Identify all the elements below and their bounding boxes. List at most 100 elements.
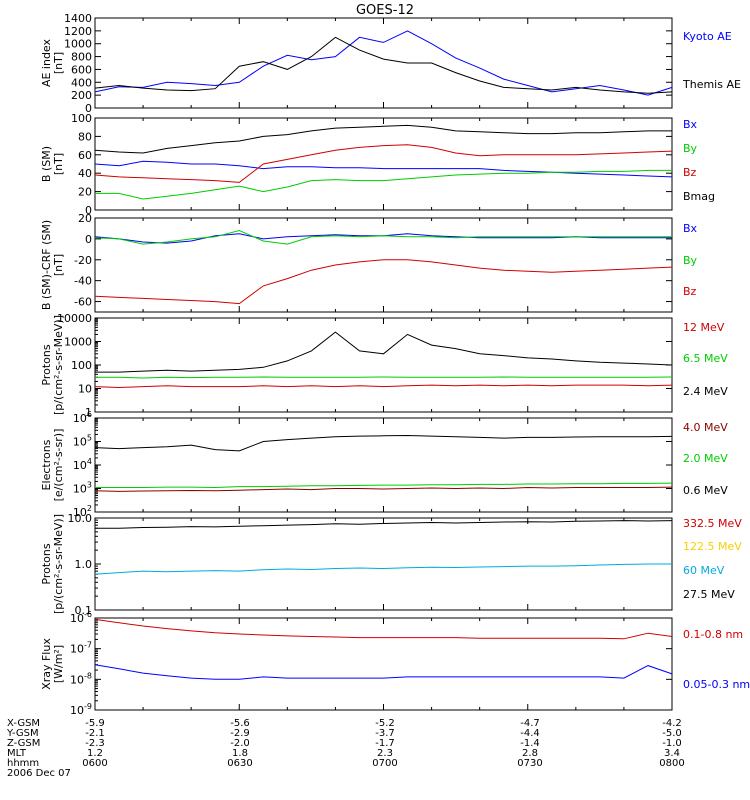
footer-value: 0730: [517, 758, 542, 769]
panel-frame: [94, 317, 673, 413]
series-line-60-mev: [94, 563, 672, 575]
y-axis-label: [nT]: [52, 254, 65, 276]
y-tick-label: -20: [74, 254, 92, 267]
legend-entry: 4.0 MeV: [683, 421, 728, 434]
y-tick-label: 100: [71, 112, 92, 125]
panel-frame: [94, 17, 673, 109]
y-axis-label: [p/(cm²-s-sr-MeV)]: [52, 514, 65, 614]
legend-entry: 12 MeV: [683, 321, 725, 334]
y-tick-label: 105: [73, 434, 92, 449]
panel-frame: [94, 417, 673, 513]
panel-2: 0 20 40 60 80 100 B (SM) [nT] Bx By Bz Bmag: [40, 112, 715, 217]
footer-value: -5.2: [375, 718, 395, 729]
series-line-bx: [94, 233, 672, 244]
y-tick-label: -40: [74, 275, 92, 288]
footer-value: 1.8: [232, 748, 248, 759]
y-tick-label: 40: [78, 167, 92, 180]
footer-value: 0600: [82, 758, 107, 769]
y-tick-label: 1: [85, 406, 92, 419]
footer-value: 0800: [659, 758, 684, 769]
legend-entry: 60 MeV: [683, 564, 725, 577]
y-tick-label: 10-6: [70, 610, 92, 625]
y-tick-label: 10-8: [70, 671, 92, 686]
panel-7: 10-9 10-8 10-7 10-6 Xray Flux [W/m²] 0.1-0.8 n…: [40, 610, 750, 717]
footer-date: 2006 Dec 07: [7, 768, 71, 779]
footer-value: -4.4: [520, 728, 540, 739]
y-tick-label: 800: [71, 51, 92, 64]
y-axis-label: [W/m²]: [52, 645, 65, 683]
y-tick-label: 10-9: [70, 702, 92, 717]
legend-entry: 27.5 MeV: [683, 588, 735, 601]
legend-entry: 0.05-0.3 nm: [683, 678, 750, 691]
panel-5: 102 103 104 105 106 Electrons [e/(cm²-s-sr)] 4.…: [40, 410, 728, 519]
y-tick-label: 0: [85, 204, 92, 217]
series-line-2-4-mev: [95, 331, 673, 373]
y-tick-label: 103: [73, 481, 92, 496]
legend-entry: By: [683, 142, 698, 155]
footer-row-label: hhmm: [7, 758, 39, 769]
series-line-by: [95, 169, 672, 200]
y-axis-label: Electrons: [40, 439, 53, 490]
footer-row-label: MLT: [7, 748, 27, 759]
legend-entry: Bx: [683, 222, 698, 235]
y-axis-label: [p/(cm²-s-sr-MeV)]: [52, 315, 65, 415]
y-tick-label: 80: [78, 130, 92, 143]
y-tick-label: 1400: [64, 12, 92, 25]
y-tick-label: 0: [85, 233, 92, 246]
y-axis-label: AE index: [40, 38, 53, 87]
y-tick-label: 10-7: [70, 641, 92, 656]
y-tick-label: 100: [71, 359, 92, 372]
y-tick-label: 10.0: [68, 512, 93, 525]
footer-value: 2.8: [522, 748, 538, 759]
series-line-27-5-mev: [95, 520, 673, 529]
legend-entry: 0.6 MeV: [683, 484, 728, 497]
footer-value: 3.4: [664, 748, 680, 759]
footer-axis-table: X-GSM -5.9 -5.6 -5.2 -4.7 -4.2 Y-GSM -2.1 -2.9 -3…: [6, 718, 685, 779]
series-line-0-05-0-3-nm: [94, 664, 673, 680]
footer-row-label: Y-GSM: [6, 728, 39, 739]
legend-entry: Themis AE: [682, 78, 741, 91]
y-axis-label: [nT]: [52, 52, 65, 74]
y-tick-label: 10: [78, 383, 92, 396]
y-tick-label: 10000: [57, 312, 92, 325]
footer-value: -5.6: [230, 718, 250, 729]
legend-entry: 2.4 MeV: [683, 385, 728, 398]
chart-title: GOES-12: [356, 3, 414, 18]
series-line-kyoto-ae: [94, 30, 673, 96]
y-tick-label: 102: [73, 504, 92, 519]
y-tick-label: 1200: [64, 25, 92, 38]
panel-3: -60 -40 -20 0 20 B (SM)-CRF (SM) [nT] Bx By Bz: [40, 212, 698, 313]
y-tick-label: -60: [74, 296, 92, 309]
footer-value: -1.0: [662, 738, 682, 749]
panel-frame: [94, 517, 673, 611]
series-line-0-1-0-8-nm: [94, 618, 673, 640]
panel-frame: [94, 217, 673, 313]
footer-value: -2.9: [230, 728, 250, 739]
y-axis-label: B (SM): [40, 146, 53, 182]
series-line-4-0-mev: [94, 486, 673, 492]
legend-entry: Bmag: [683, 190, 715, 203]
footer-value: -1.4: [520, 738, 540, 749]
y-axis-label: B (SM)-CRF (SM): [40, 220, 53, 310]
footer-value: -2.1: [85, 728, 105, 739]
y-tick-label: 1000: [64, 38, 92, 51]
y-tick-label: 1000: [64, 336, 92, 349]
footer-value: -1.7: [375, 738, 395, 749]
y-tick-label: 600: [71, 63, 92, 76]
panel-6: 0.1 1.0 10.0 Protons [p/(cm²-s-sr-MeV)] 332.5…: [40, 512, 742, 617]
y-tick-label: 200: [71, 89, 92, 102]
footer-row-label: Z-GSM: [7, 738, 40, 749]
series-line-0-6-mev: [94, 434, 673, 452]
series-line-bmag: [94, 124, 672, 154]
footer-value: -4.2: [662, 718, 682, 729]
legend-entry: 6.5 MeV: [683, 352, 728, 365]
series-line-bx: [94, 160, 673, 178]
footer-value: -5.0: [662, 728, 682, 739]
legend-entry: 0.1-0.8 nm: [683, 628, 743, 641]
y-tick-label: 20: [78, 212, 92, 225]
footer-value: 2.3: [377, 748, 393, 759]
legend-entry: Bx: [683, 118, 698, 131]
